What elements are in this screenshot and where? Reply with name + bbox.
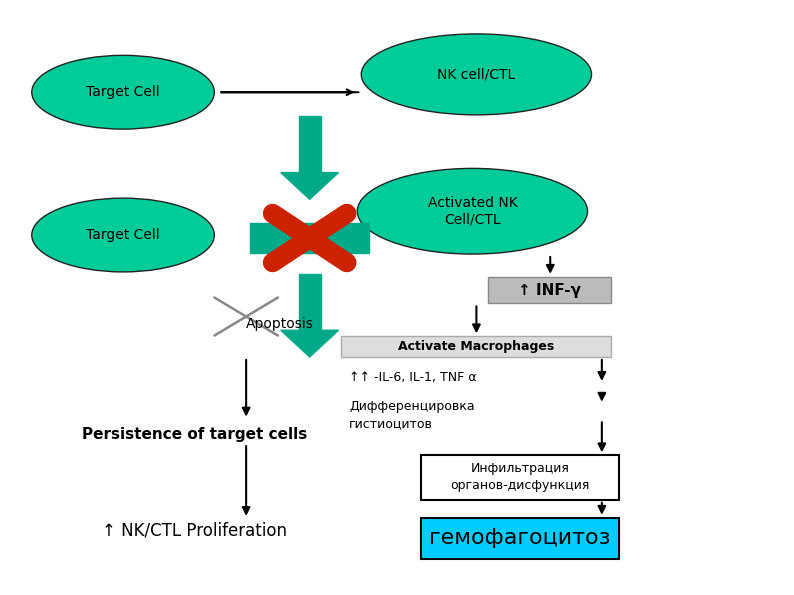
Text: Apoptosis: Apoptosis: [246, 317, 314, 331]
Text: Target Cell: Target Cell: [87, 228, 160, 242]
FancyBboxPatch shape: [250, 223, 369, 253]
Text: Target Cell: Target Cell: [87, 85, 160, 99]
FancyBboxPatch shape: [299, 116, 321, 173]
FancyBboxPatch shape: [341, 336, 611, 357]
FancyBboxPatch shape: [488, 277, 611, 303]
Text: Persistence of target cells: Persistence of target cells: [82, 427, 307, 442]
FancyBboxPatch shape: [421, 455, 619, 500]
Text: ↑↑ -IL-6, IL-1, TNF α: ↑↑ -IL-6, IL-1, TNF α: [349, 371, 477, 384]
Text: ↑ INF-γ: ↑ INF-γ: [518, 283, 581, 298]
Text: гемофагоцитоз: гемофагоцитоз: [430, 528, 611, 549]
Text: Activate Macrophages: Activate Macrophages: [399, 340, 554, 353]
Ellipse shape: [361, 34, 592, 115]
Text: Дифференцировка
гистиоцитов: Дифференцировка гистиоцитов: [349, 400, 475, 430]
Polygon shape: [281, 330, 338, 357]
Polygon shape: [281, 173, 338, 199]
Ellipse shape: [32, 55, 214, 129]
FancyBboxPatch shape: [421, 518, 619, 559]
Text: ↑ NK/CTL Proliferation: ↑ NK/CTL Proliferation: [102, 522, 287, 540]
Text: Activated NK
Cell/CTL: Activated NK Cell/CTL: [427, 196, 518, 227]
Text: Инфильтрация
органов-дисфункция: Инфильтрация органов-дисфункция: [450, 462, 590, 493]
FancyBboxPatch shape: [299, 274, 321, 330]
Text: NK cell/CTL: NK cell/CTL: [437, 67, 515, 82]
Ellipse shape: [357, 168, 588, 254]
Ellipse shape: [32, 198, 214, 272]
